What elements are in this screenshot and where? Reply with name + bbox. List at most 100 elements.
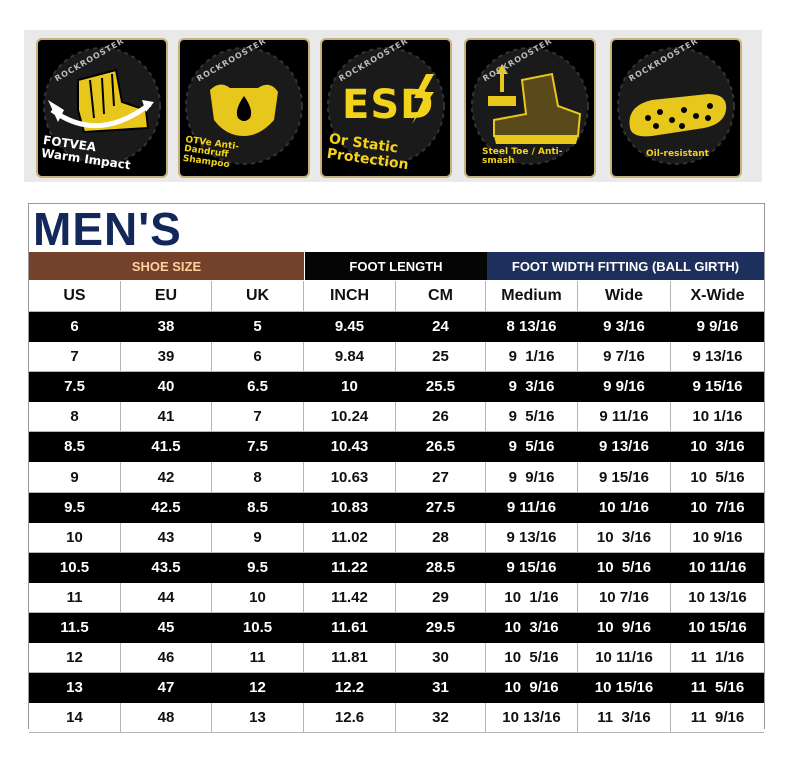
- table-row: 11 44 10 11.42 29 10 1/16 10 7/16 10 13/16: [29, 582, 764, 613]
- table-cell: 32: [396, 703, 486, 734]
- feature-esd: ROCKROOSTER ESD Or Static Protection: [320, 38, 452, 178]
- table-cell: 43: [121, 522, 212, 553]
- table-cell: 24: [396, 312, 486, 343]
- boot-impact-icon: [43, 47, 161, 165]
- table-cell: 9 11/16: [486, 492, 578, 523]
- table-row: 8.5 41.5 7.5 10.43 26.5 9 5/16 9 13/16 10 3/16: [29, 432, 764, 463]
- table-cell: 11: [212, 643, 304, 674]
- table-cell: 10 5/16: [671, 462, 764, 493]
- table-cell: 25: [396, 342, 486, 373]
- table-cell: 13: [29, 673, 121, 704]
- table-cell: 39: [121, 342, 212, 373]
- table-row: 9.5 42.5 8.5 10.83 27.5 9 11/16 10 1/16 10 7/16: [29, 492, 764, 523]
- table-cell: 44: [121, 582, 212, 613]
- table-cell: 10: [29, 522, 121, 553]
- table-cell: 11.42: [304, 582, 396, 613]
- table-cell: 9 1/16: [486, 342, 578, 373]
- table-cell: 42.5: [121, 492, 212, 523]
- table-cell: 9 3/16: [578, 312, 671, 343]
- table-cell: 9 5/16: [486, 402, 578, 433]
- table-row: 7 39 6 9.84 25 9 1/16 9 7/16 9 13/16: [29, 342, 764, 373]
- table-cell: 10 3/16: [578, 522, 671, 553]
- table-row: 12 46 11 11.81 30 10 5/16 10 11/16 11 1/16: [29, 643, 764, 674]
- table-cell: 10 9/16: [486, 673, 578, 704]
- column-header: EU: [121, 281, 212, 312]
- table-cell: 10.5: [212, 612, 304, 644]
- table-cell: 26.5: [396, 432, 486, 463]
- table-cell: 10 1/16: [486, 582, 578, 613]
- table-cell: 11.5: [29, 612, 121, 644]
- table-cell: 40: [121, 372, 212, 403]
- steel-toe-boot-icon: [471, 47, 589, 165]
- table-cell: 47: [121, 673, 212, 704]
- table-cell: 11 1/16: [671, 643, 764, 674]
- table-cell: 9 15/16: [578, 462, 671, 493]
- feature-banner: ROCKROOSTER FOTVEA Warm Impact ROCKROOST…: [24, 30, 762, 182]
- column-header: INCH: [304, 281, 396, 312]
- table-cell: 10: [304, 372, 396, 403]
- table-body: 6 38 5 9.45 24 8 13/16 9 3/16 9 9/16 7 39 6 9.84 25 9…: [29, 312, 764, 734]
- table-cell: 8: [212, 462, 304, 493]
- table-cell: 29.5: [396, 612, 486, 644]
- table-cell: 11.81: [304, 643, 396, 674]
- outsole-icon: [617, 47, 735, 165]
- table-cell: 7: [212, 402, 304, 433]
- table-cell: 8: [29, 402, 121, 433]
- size-chart: MEN'S SHOE SIZE FOOT LENGTH FOOT WIDTH F…: [28, 203, 765, 734]
- table-cell: 10 3/16: [486, 612, 578, 644]
- table-row: 10.5 43.5 9.5 11.22 28.5 9 15/16 10 5/16 10 11/…: [29, 552, 764, 583]
- table-cell: 38: [121, 312, 212, 343]
- feature-label-line: Steel Toe / Anti-: [482, 147, 563, 157]
- table-cell: 9.5: [29, 492, 121, 523]
- table-cell: 6.5: [212, 372, 304, 403]
- table-cell: 10 3/16: [671, 432, 764, 463]
- table-cell: 9 9/16: [486, 462, 578, 493]
- table-cell: 11 3/16: [578, 703, 671, 734]
- table-cell: 10.83: [304, 492, 396, 523]
- table-cell: 25.5: [396, 372, 486, 403]
- table-cell: 10.63: [304, 462, 396, 493]
- column-header: Medium: [486, 281, 578, 312]
- table-cell: 9: [212, 522, 304, 553]
- table-cell: 13: [212, 703, 304, 734]
- table-cell: 10 15/16: [671, 613, 764, 644]
- column-header: Wide: [578, 281, 671, 312]
- table-cell: 9 5/16: [486, 432, 578, 463]
- table-cell: 9 9/16: [671, 312, 764, 343]
- table-cell: 5: [212, 312, 304, 343]
- table-cell: 7.5: [29, 372, 121, 403]
- table-cell: 28: [396, 522, 486, 553]
- table-cell: 27: [396, 462, 486, 493]
- table-cell: 11: [29, 582, 121, 613]
- column-header: CM: [396, 281, 486, 312]
- column-header: UK: [212, 281, 304, 312]
- esd-heading: ESD: [342, 82, 435, 128]
- table-cell: 10 1/16: [578, 492, 671, 523]
- column-header: X-Wide: [671, 281, 764, 312]
- table-cell: 10 15/16: [578, 673, 671, 704]
- table-cell: 26: [396, 402, 486, 433]
- table-cell: 43.5: [121, 552, 212, 583]
- table-cell: 10 7/16: [671, 493, 764, 523]
- table-row: 6 38 5 9.45 24 8 13/16 9 3/16 9 9/16: [29, 312, 764, 343]
- table-cell: 42: [121, 462, 212, 493]
- leather-drop-icon: [185, 47, 303, 165]
- table-cell: 14: [29, 703, 121, 734]
- table-cell: 10 13/16: [671, 583, 764, 613]
- table-cell: 10 5/16: [578, 552, 671, 583]
- table-row: 9 42 8 10.63 27 9 9/16 9 15/16 10 5/16: [29, 462, 764, 493]
- table-cell: 10.24: [304, 402, 396, 433]
- feature-oil-resistant: ROCKROOSTER Oil-resistant: [610, 38, 742, 178]
- table-cell: 10.43: [304, 432, 396, 463]
- feature-label: Steel Toe / Anti- smash: [482, 147, 563, 167]
- table-cell: 9 9/16: [578, 372, 671, 403]
- column-header: US: [29, 281, 121, 312]
- lightning-icon: [327, 47, 445, 165]
- table-cell: 41: [121, 402, 212, 433]
- table-cell: 6: [212, 342, 304, 373]
- table-cell: 9 11/16: [578, 402, 671, 433]
- table-cell: 11.02: [304, 522, 396, 553]
- table-row: 13 47 12 12.2 31 10 9/16 10 15/16 11 5/16: [29, 673, 764, 704]
- table-cell: 10 9/16: [671, 523, 764, 553]
- feature-warm-impact: ROCKROOSTER FOTVEA Warm Impact: [36, 38, 168, 178]
